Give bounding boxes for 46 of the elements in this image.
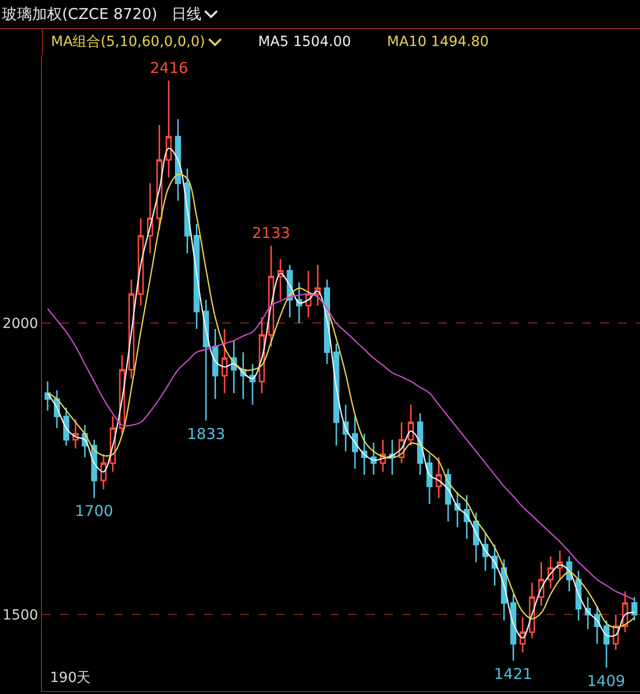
candlestick [212,328,218,400]
candlestick [72,418,79,450]
candlestick [277,258,284,301]
candlestick [305,270,312,318]
candlestick [556,550,563,580]
candlestick [510,593,516,662]
candlestick [408,404,414,446]
candlestick [594,605,600,645]
annotation: 1833 [187,425,226,443]
candlestick [166,80,172,178]
chart-subtitle: 日线 [171,4,202,24]
annotation: 1421 [494,665,532,683]
candlestick [202,299,209,422]
candlestick [100,454,107,490]
candlestick [296,282,302,324]
candlestick [370,442,377,476]
candlestick [44,380,51,412]
candlestick [631,596,638,622]
candlestick [426,454,433,505]
y-tick-label: 1500 [2,608,38,624]
candlestick [249,363,256,406]
line-series [46,293,636,601]
candlestick [389,439,396,476]
annotation: 190天 [50,670,91,686]
candlestick [314,264,321,306]
candlestick [361,433,368,476]
candlestick [352,416,358,470]
annotation: 2133 [252,224,290,242]
candlestick [174,118,182,202]
candlestick [603,620,610,668]
candlestick [222,328,228,394]
candlestick [63,406,70,446]
candlestick [156,124,162,231]
text: MA10 1494.80 [387,34,489,50]
text: MA组合(5,10,60,0,0,0) [51,33,206,51]
candlestick [436,456,442,499]
candlestick [333,342,340,446]
annotation: 2416 [150,59,188,77]
chart-title: 玻璃加权(CZCE 8720) [2,4,158,24]
text: MA5 1504.00 [258,34,352,50]
candlestick [417,412,424,476]
annotation: 1700 [75,502,114,520]
y-tick-label: 2000 [2,316,38,332]
candlestick [520,616,526,654]
candlestick [464,494,470,540]
annotation: 1409 [587,672,626,690]
